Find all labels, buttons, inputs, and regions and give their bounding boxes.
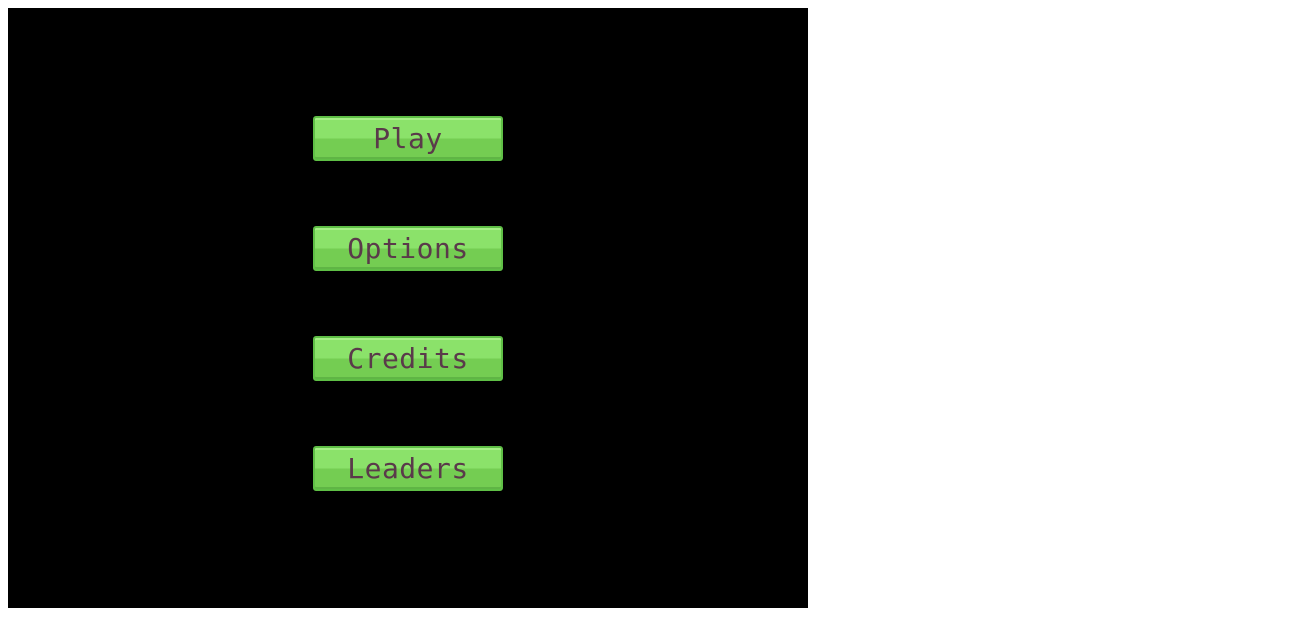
credits-button-label: Credits [347, 341, 469, 375]
credits-button[interactable]: Credits [313, 336, 503, 381]
options-button-label: Options [347, 231, 469, 265]
leaders-button-label: Leaders [347, 451, 469, 485]
game-canvas: Play Options Credits Leaders [8, 8, 808, 608]
play-button-label: Play [373, 121, 443, 155]
options-button[interactable]: Options [313, 226, 503, 271]
leaders-button[interactable]: Leaders [313, 446, 503, 491]
play-button[interactable]: Play [313, 116, 503, 161]
